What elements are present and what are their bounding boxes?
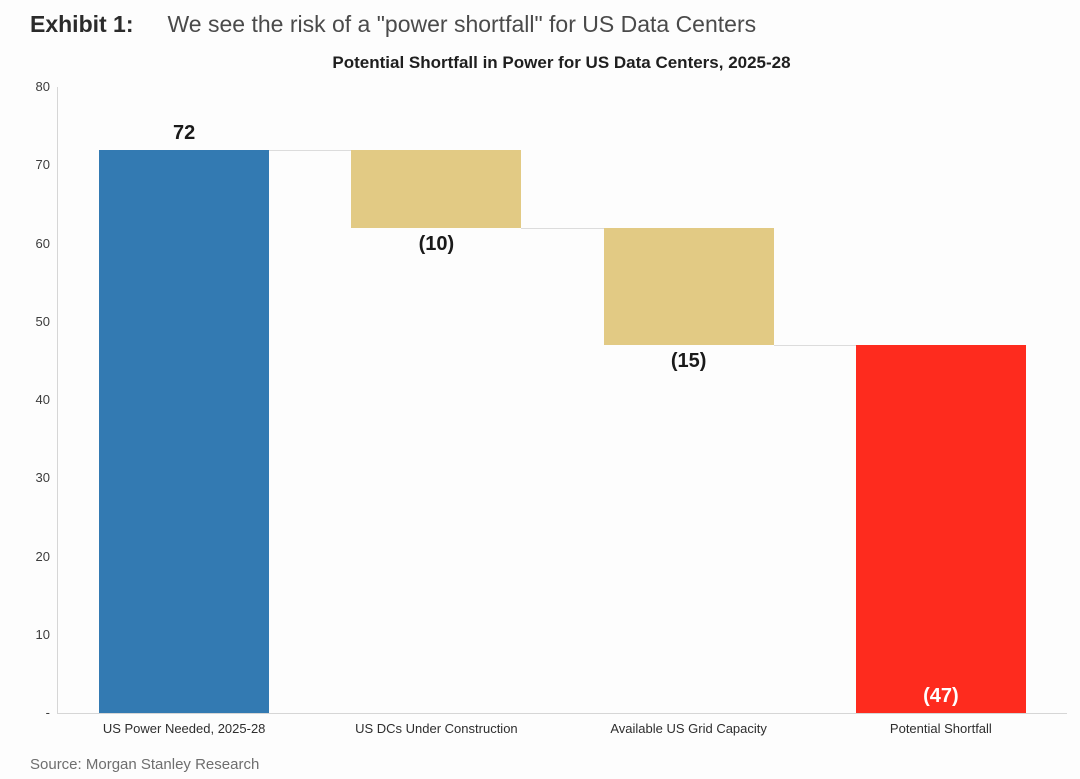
y-tick-label: 10	[35, 626, 50, 642]
y-tick-label: 30	[35, 470, 50, 486]
waterfall-bar-3	[603, 227, 774, 346]
y-tick-label: 60	[35, 235, 50, 251]
y-tick-label: 40	[35, 392, 50, 407]
x-axis-category-label: Potential Shortfall	[889, 721, 992, 736]
waterfall-bar-2	[351, 149, 522, 228]
y-tick-label: -	[45, 705, 50, 720]
bar-value-label: 72	[173, 121, 196, 144]
x-axis-category-label: US DCs Under Construction	[355, 721, 518, 736]
waterfall-connector	[521, 227, 604, 229]
y-tick-label: 50	[35, 313, 50, 329]
x-axis-category-label: Available US Grid Capacity	[610, 721, 767, 736]
x-axis-category-label: US Power Needed, 2025-28	[102, 721, 266, 736]
waterfall-bar-4	[855, 345, 1026, 713]
exhibit-label: Exhibit 1:	[30, 11, 134, 37]
y-tick-label: 70	[35, 157, 50, 173]
bar-value-label: (47)	[923, 685, 959, 707]
exhibit-header: Exhibit 1: We see the risk of a "power sh…	[30, 10, 1050, 38]
source-note: Source: Morgan Stanley Research	[30, 756, 260, 773]
waterfall-connector	[773, 345, 856, 347]
y-tick-label: 80	[35, 79, 50, 94]
exhibit-title: We see the risk of a "power shortfall" f…	[167, 11, 757, 37]
waterfall-bar-1	[99, 149, 270, 713]
chart-title: Potential Shortfall in Power for US Data…	[332, 53, 791, 72]
waterfall-connector	[269, 149, 352, 151]
bar-value-label: (10)	[418, 232, 455, 255]
bar-value-label: (15)	[670, 350, 707, 373]
y-tick-label: 20	[35, 548, 50, 564]
waterfall-plot-area: 72 US Power Needed, 2025-28 (10) US DCs Und…	[57, 87, 1067, 736]
